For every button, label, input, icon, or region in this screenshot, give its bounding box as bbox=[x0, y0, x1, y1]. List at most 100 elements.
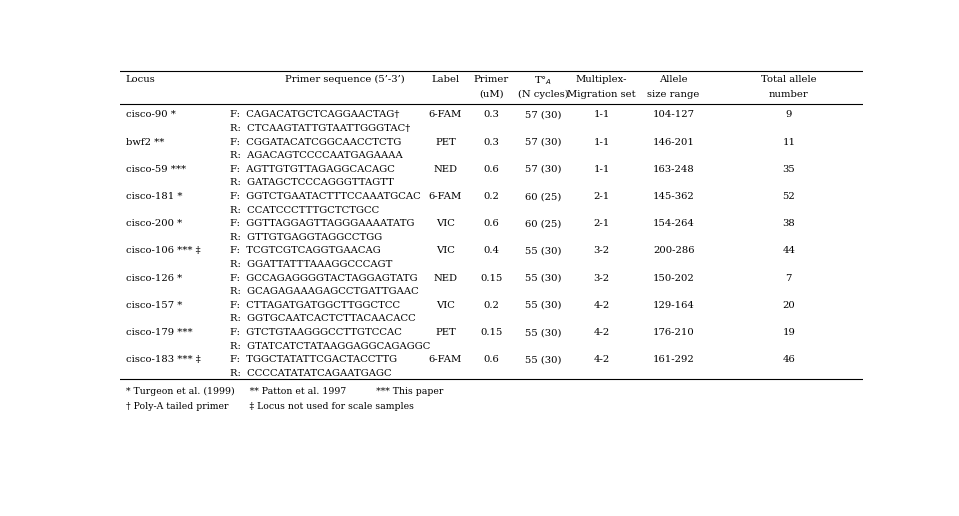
Text: R:  GGTGCAATCACTCTTACAACACC: R: GGTGCAATCACTCTTACAACACC bbox=[230, 314, 415, 324]
Text: PET: PET bbox=[435, 328, 456, 337]
Text: Locus: Locus bbox=[126, 75, 155, 84]
Text: 163-248: 163-248 bbox=[653, 165, 694, 174]
Text: 3-2: 3-2 bbox=[594, 247, 610, 255]
Text: NED: NED bbox=[433, 165, 457, 174]
Text: 4-2: 4-2 bbox=[594, 328, 610, 337]
Text: (N cycles): (N cycles) bbox=[518, 90, 569, 99]
Text: R:  GTTGTGAGGTAGGCCTGG: R: GTTGTGAGGTAGGCCTGG bbox=[230, 233, 382, 242]
Text: 20: 20 bbox=[783, 301, 795, 310]
Text: 55 (30): 55 (30) bbox=[526, 301, 562, 310]
Text: T°$_A$: T°$_A$ bbox=[534, 75, 552, 87]
Text: Multiplex-: Multiplex- bbox=[575, 75, 627, 84]
Text: 145-362: 145-362 bbox=[653, 192, 694, 201]
Text: 55 (30): 55 (30) bbox=[526, 273, 562, 283]
Text: R:  CCATCCCTTTGCTCTGCC: R: CCATCCCTTTGCTCTGCC bbox=[230, 205, 379, 215]
Text: cisco-183 *** ‡: cisco-183 *** ‡ bbox=[126, 356, 200, 364]
Text: number: number bbox=[769, 90, 808, 99]
Text: 9: 9 bbox=[785, 110, 792, 119]
Text: cisco-106 *** ‡: cisco-106 *** ‡ bbox=[126, 247, 200, 255]
Text: 57 (30): 57 (30) bbox=[526, 138, 562, 147]
Text: F:  GCCAGAGGGGTACTAGGAGTATG: F: GCCAGAGGGGTACTAGGAGTATG bbox=[230, 273, 417, 283]
Text: 3-2: 3-2 bbox=[594, 273, 610, 283]
Text: 104-127: 104-127 bbox=[652, 110, 694, 119]
Text: R:  GCAGAGAAAGAGCCTGATTGAAC: R: GCAGAGAAAGAGCCTGATTGAAC bbox=[230, 287, 419, 296]
Text: 6-FAM: 6-FAM bbox=[429, 110, 462, 119]
Text: VIC: VIC bbox=[436, 301, 455, 310]
Text: Primer: Primer bbox=[474, 75, 509, 84]
Text: 6-FAM: 6-FAM bbox=[429, 192, 462, 201]
Text: F:  TGGCTATATTCGACTACCTTG: F: TGGCTATATTCGACTACCTTG bbox=[230, 356, 397, 364]
Text: 0.4: 0.4 bbox=[483, 247, 500, 255]
Text: F:  CGGATACATCGGCAACCTCTG: F: CGGATACATCGGCAACCTCTG bbox=[230, 138, 401, 147]
Text: 0.2: 0.2 bbox=[483, 192, 500, 201]
Text: 57 (30): 57 (30) bbox=[526, 165, 562, 174]
Text: PET: PET bbox=[435, 138, 456, 147]
Text: 2-1: 2-1 bbox=[594, 219, 610, 228]
Text: 38: 38 bbox=[783, 219, 795, 228]
Text: 4-2: 4-2 bbox=[594, 356, 610, 364]
Text: bwf2 **: bwf2 ** bbox=[126, 138, 164, 147]
Text: 6-FAM: 6-FAM bbox=[429, 356, 462, 364]
Text: size range: size range bbox=[647, 90, 700, 99]
Text: F:  GGTTAGGAGTTAGGGAAAATATG: F: GGTTAGGAGTTAGGGAAAATATG bbox=[230, 219, 414, 228]
Text: 55 (30): 55 (30) bbox=[526, 247, 562, 255]
Text: F:  AGTTGTGTTAGAGGCACAGC: F: AGTTGTGTTAGAGGCACAGC bbox=[230, 165, 395, 174]
Text: Migration set: Migration set bbox=[567, 90, 636, 99]
Text: 57 (30): 57 (30) bbox=[526, 110, 562, 119]
Text: 7: 7 bbox=[785, 273, 792, 283]
Text: 154-264: 154-264 bbox=[653, 219, 694, 228]
Text: cisco-157 *: cisco-157 * bbox=[126, 301, 182, 310]
Text: cisco-126 *: cisco-126 * bbox=[126, 273, 182, 283]
Text: F:  CAGACATGCTCAGGAACTAG†: F: CAGACATGCTCAGGAACTAG† bbox=[230, 110, 399, 119]
Text: F:  GTCTGTAAGGGCCTTGTCCAC: F: GTCTGTAAGGGCCTTGTCCAC bbox=[230, 328, 402, 337]
Text: 2-1: 2-1 bbox=[594, 192, 610, 201]
Text: 1-1: 1-1 bbox=[594, 138, 610, 147]
Text: R:  GGATTATTTAAAGGCCCAGT: R: GGATTATTTAAAGGCCCAGT bbox=[230, 260, 392, 269]
Text: 55 (30): 55 (30) bbox=[526, 356, 562, 364]
Text: Total allele: Total allele bbox=[760, 75, 817, 84]
Text: cisco-181 *: cisco-181 * bbox=[126, 192, 182, 201]
Text: NED: NED bbox=[433, 273, 457, 283]
Text: 0.3: 0.3 bbox=[483, 110, 500, 119]
Text: 19: 19 bbox=[783, 328, 795, 337]
Text: 46: 46 bbox=[783, 356, 795, 364]
Text: cisco-200 *: cisco-200 * bbox=[126, 219, 182, 228]
Text: (uM): (uM) bbox=[480, 90, 503, 99]
Text: F:  CTTAGATGATGGCTTGGCTCC: F: CTTAGATGATGGCTTGGCTCC bbox=[230, 301, 400, 310]
Text: R:  GATAGCTCCCAGGGTTAGTT: R: GATAGCTCCCAGGGTTAGTT bbox=[230, 179, 394, 187]
Text: Primer sequence (5’-3’): Primer sequence (5’-3’) bbox=[285, 75, 405, 84]
Text: 52: 52 bbox=[783, 192, 795, 201]
Text: 55 (30): 55 (30) bbox=[526, 328, 562, 337]
Text: 11: 11 bbox=[783, 138, 795, 147]
Text: 0.6: 0.6 bbox=[483, 356, 500, 364]
Text: 44: 44 bbox=[783, 247, 795, 255]
Text: † Poly-A tailed primer       ‡ Locus not used for scale samples: † Poly-A tailed primer ‡ Locus not used … bbox=[126, 402, 413, 411]
Text: * Turgeon et al. (1999)     ** Patton et al. 1997          *** This paper: * Turgeon et al. (1999) ** Patton et al.… bbox=[126, 386, 443, 396]
Text: 60 (25): 60 (25) bbox=[526, 192, 562, 201]
Text: cisco-59 ***: cisco-59 *** bbox=[126, 165, 186, 174]
Text: 176-210: 176-210 bbox=[653, 328, 694, 337]
Text: 1-1: 1-1 bbox=[594, 110, 610, 119]
Text: 146-201: 146-201 bbox=[653, 138, 694, 147]
Text: 200-286: 200-286 bbox=[653, 247, 694, 255]
Text: F:  GGTCTGAATACTTTCCAAATGCAC: F: GGTCTGAATACTTTCCAAATGCAC bbox=[230, 192, 421, 201]
Text: 0.6: 0.6 bbox=[483, 219, 500, 228]
Text: 1-1: 1-1 bbox=[594, 165, 610, 174]
Text: 161-292: 161-292 bbox=[653, 356, 694, 364]
Text: F:  TCGTCGTCAGGTGAACAG: F: TCGTCGTCAGGTGAACAG bbox=[230, 247, 381, 255]
Text: 150-202: 150-202 bbox=[653, 273, 694, 283]
Text: 0.2: 0.2 bbox=[483, 301, 500, 310]
Text: 0.15: 0.15 bbox=[480, 328, 503, 337]
Text: 0.15: 0.15 bbox=[480, 273, 503, 283]
Text: R:  CTCAAGTATTGTAATTGGGTAC†: R: CTCAAGTATTGTAATTGGGTAC† bbox=[230, 124, 410, 133]
Text: cisco-90 *: cisco-90 * bbox=[126, 110, 175, 119]
Text: 0.6: 0.6 bbox=[483, 165, 500, 174]
Text: R:  AGACAGTCCCCAATGAGAAAA: R: AGACAGTCCCCAATGAGAAAA bbox=[230, 151, 403, 160]
Text: cisco-179 ***: cisco-179 *** bbox=[126, 328, 193, 337]
Text: VIC: VIC bbox=[436, 247, 455, 255]
Text: R:  GTATCATCTATAAGGAGGCAGAGGC: R: GTATCATCTATAAGGAGGCAGAGGC bbox=[230, 342, 431, 351]
Text: Allele: Allele bbox=[659, 75, 688, 84]
Text: 129-164: 129-164 bbox=[653, 301, 694, 310]
Text: VIC: VIC bbox=[436, 219, 455, 228]
Text: 4-2: 4-2 bbox=[594, 301, 610, 310]
